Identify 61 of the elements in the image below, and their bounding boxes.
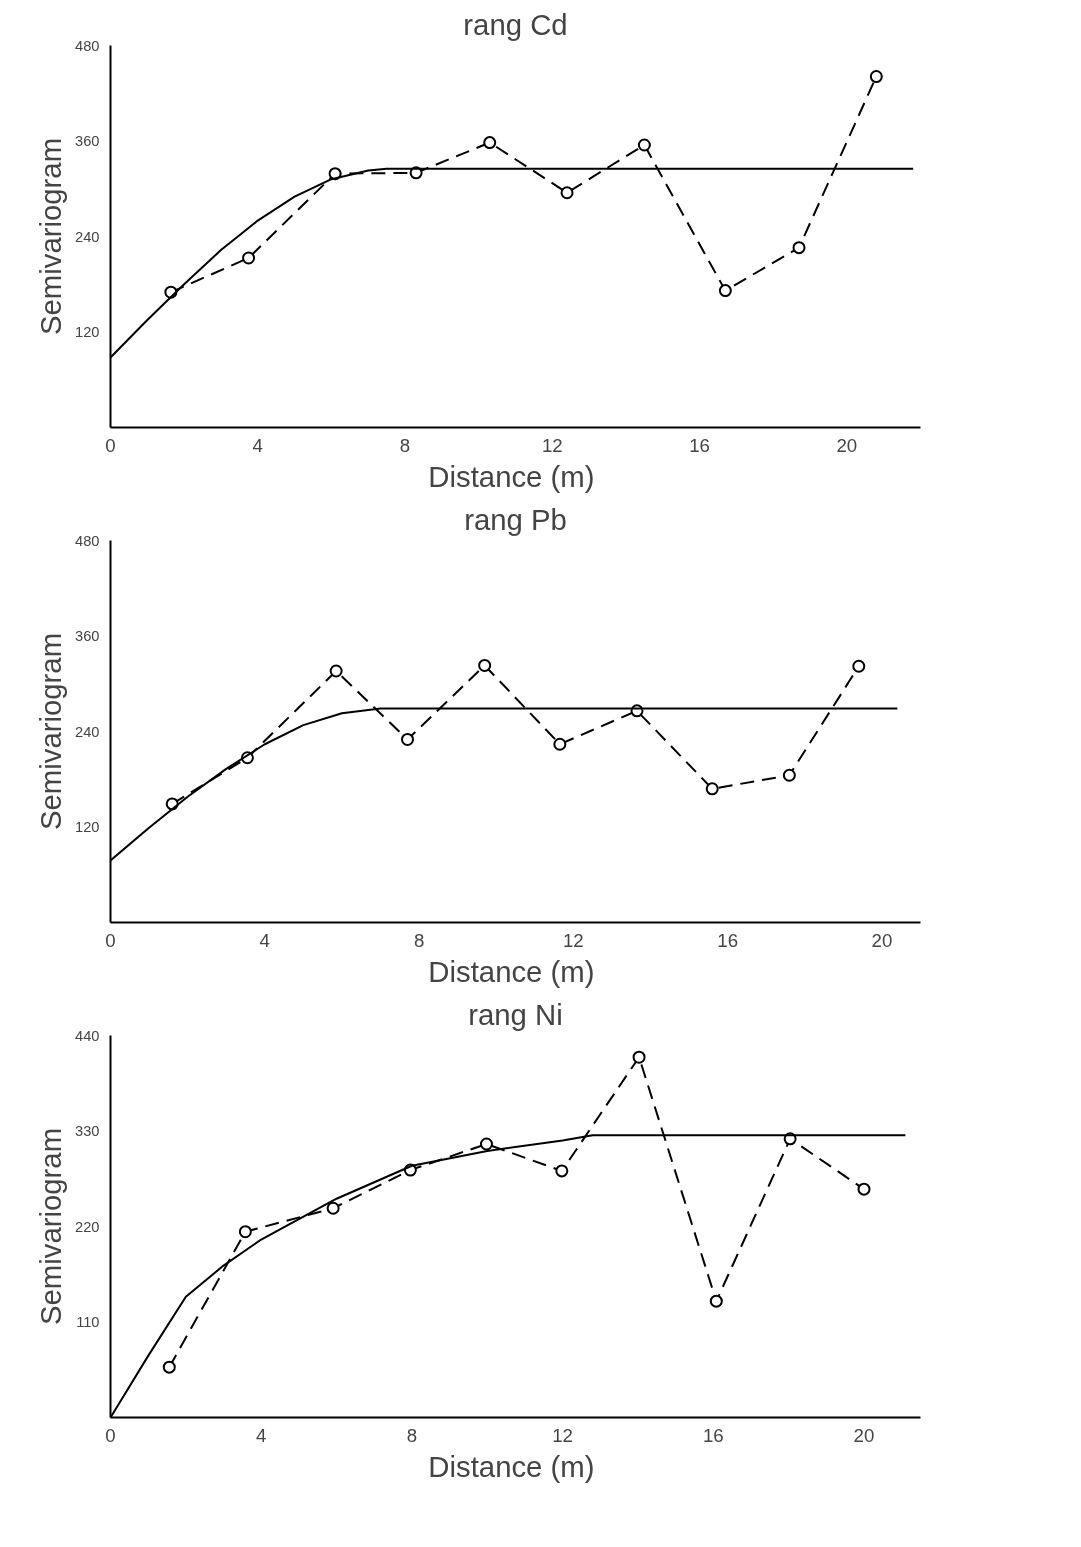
x-tick-label: 4 bbox=[252, 434, 263, 456]
x-tick-label: 16 bbox=[689, 434, 710, 456]
point bbox=[555, 1164, 569, 1178]
y-tick-label: 360 bbox=[75, 628, 100, 644]
x-tick-label: 8 bbox=[406, 1424, 418, 1446]
x-tick-label: 8 bbox=[399, 434, 411, 456]
y-tick-label: 440 bbox=[75, 1027, 100, 1044]
x-tick-label: 0 bbox=[105, 929, 116, 951]
x-tick-label: 0 bbox=[105, 1424, 116, 1446]
y-tick-label: 360 bbox=[75, 133, 100, 149]
point bbox=[792, 241, 806, 255]
point bbox=[705, 782, 719, 796]
point bbox=[718, 284, 732, 298]
x-tick-label: 12 bbox=[562, 929, 584, 951]
point bbox=[709, 1294, 723, 1308]
x-tick-label: 20 bbox=[853, 1424, 875, 1446]
x-axis-title: Distance (m) bbox=[428, 459, 595, 493]
x-tick-label: 4 bbox=[256, 1424, 267, 1446]
chart-title: rang Cd bbox=[463, 7, 568, 41]
y-tick-label: 330 bbox=[75, 1123, 100, 1139]
point bbox=[478, 658, 492, 672]
x-tick-label: 20 bbox=[871, 929, 893, 951]
y-tick-label: 480 bbox=[75, 532, 100, 549]
y-axis-title: Semivariogram bbox=[34, 632, 68, 831]
point bbox=[869, 70, 883, 84]
x-axis-title: Distance (m) bbox=[428, 954, 595, 988]
point bbox=[857, 1182, 871, 1196]
y-tick-label: 220 bbox=[75, 1218, 100, 1235]
x-tick-label: 16 bbox=[717, 929, 739, 951]
point bbox=[782, 768, 796, 782]
point bbox=[560, 186, 574, 200]
y-tick-label: 120 bbox=[75, 324, 100, 340]
point bbox=[632, 1050, 646, 1064]
x-tick-label: 20 bbox=[836, 434, 858, 456]
point bbox=[329, 664, 343, 678]
x-axis-title: Distance (m) bbox=[428, 1449, 595, 1483]
y-tick-label: 480 bbox=[75, 37, 100, 54]
x-tick-label: 0 bbox=[105, 434, 116, 456]
point bbox=[238, 1225, 252, 1239]
y-axis-title: Semivariogram bbox=[34, 137, 68, 336]
chart-title: rang Pb bbox=[464, 502, 567, 536]
y-tick-label: 120 bbox=[75, 819, 100, 835]
x-tick-label: 16 bbox=[702, 1424, 724, 1446]
y-axis-title: Semivariogram bbox=[34, 1127, 68, 1326]
point bbox=[242, 251, 256, 265]
point bbox=[401, 732, 414, 746]
x-tick-label: 4 bbox=[259, 929, 270, 951]
y-tick-label: 110 bbox=[76, 1314, 100, 1330]
point bbox=[852, 659, 866, 673]
point bbox=[553, 737, 567, 751]
x-tick-label: 8 bbox=[413, 929, 425, 951]
point bbox=[637, 138, 651, 152]
y-tick-label: 240 bbox=[75, 723, 100, 740]
x-tick-label: 12 bbox=[552, 1424, 573, 1446]
chart-title: rang Ni bbox=[468, 997, 563, 1031]
point bbox=[479, 1137, 493, 1151]
y-tick-label: 240 bbox=[75, 228, 100, 245]
point bbox=[162, 1360, 176, 1374]
point bbox=[326, 1201, 340, 1215]
x-tick-label: 12 bbox=[541, 434, 563, 456]
point bbox=[483, 136, 497, 150]
